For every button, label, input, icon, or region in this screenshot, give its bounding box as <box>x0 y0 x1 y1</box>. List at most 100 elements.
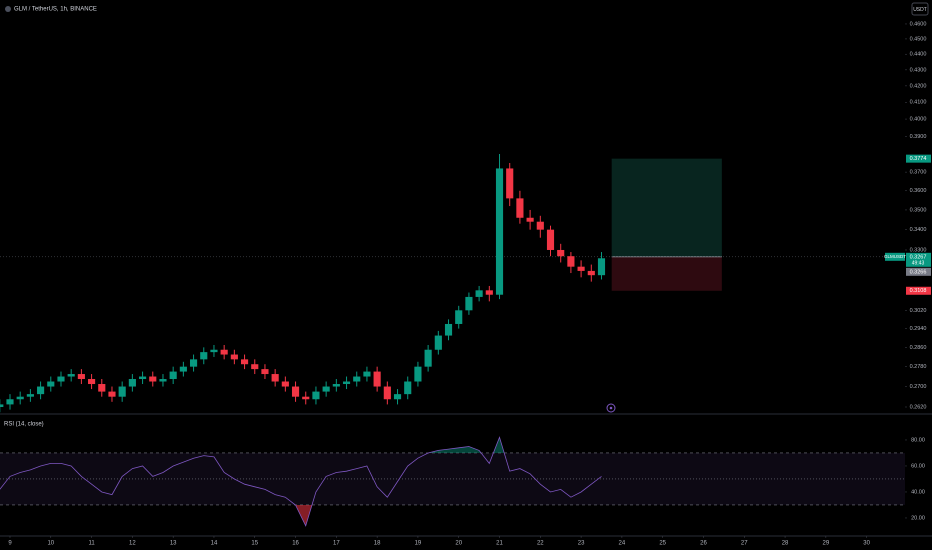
rsi-y-tick-label: 40.00 <box>911 489 925 495</box>
candle-body <box>98 384 106 392</box>
candle-body <box>587 270 595 276</box>
candle-body <box>465 296 473 311</box>
candle-body <box>577 266 585 271</box>
rsi-line <box>0 436 602 527</box>
candle-body <box>322 386 330 392</box>
candle-body <box>546 229 555 250</box>
y-tick-label: 0.2620 <box>910 404 927 410</box>
candle-body <box>495 168 504 295</box>
candle-body <box>302 396 310 400</box>
currency-button[interactable] <box>911 2 929 16</box>
candle-body <box>67 374 75 377</box>
y-tick-label: 0.2940 <box>910 326 927 332</box>
x-tick-label: 27 <box>741 541 748 547</box>
y-tick-label: 0.2700 <box>910 384 927 390</box>
candle-body <box>404 381 412 395</box>
candle-body <box>363 371 371 377</box>
candle-body <box>6 399 14 405</box>
candle-body <box>88 379 96 385</box>
candle-body <box>455 310 463 324</box>
candle-body <box>414 366 422 382</box>
candle-body <box>179 366 187 372</box>
stop-zone <box>611 256 722 291</box>
candle-body <box>149 376 157 382</box>
x-tick-label: 9 <box>8 541 12 547</box>
x-tick-label: 20 <box>455 541 462 547</box>
oversold-fill <box>295 504 312 526</box>
y-tick-label: 0.4400 <box>910 52 927 58</box>
candle-body <box>16 396 24 400</box>
last-price-tag-bg <box>906 252 931 267</box>
event-icon[interactable] <box>606 403 616 413</box>
candle-body <box>281 381 289 387</box>
rsi-y-tick-label: 60.00 <box>911 463 925 469</box>
y-tick-label: 0.3300 <box>910 247 927 253</box>
x-tick-label: 26 <box>700 541 707 547</box>
y-tick-label: 0.4600 <box>910 21 927 27</box>
x-tick-label: 17 <box>333 541 340 547</box>
candle-body <box>210 349 218 353</box>
candle-body <box>139 376 147 380</box>
candle-body <box>332 384 340 387</box>
x-tick-label: 30 <box>863 541 870 547</box>
x-tick-label: 25 <box>659 541 666 547</box>
x-tick-label: 22 <box>537 541 544 547</box>
y-tick-label: 0.2780 <box>910 364 927 370</box>
candle-body <box>444 323 453 336</box>
y-tick-label: 0.3500 <box>910 207 927 213</box>
candle-body <box>485 290 493 295</box>
candle-body <box>557 249 565 257</box>
candle-body <box>169 371 177 380</box>
candle-body <box>373 371 381 387</box>
candle-body <box>516 198 524 218</box>
candle-body <box>424 349 432 367</box>
x-tick-label: 16 <box>292 541 299 547</box>
symbol-tag-bg <box>885 252 905 261</box>
last-price-tag: 0.3267 <box>910 254 927 260</box>
currency-label: USDT <box>913 7 927 13</box>
rsi-y-tick-label: 80.00 <box>911 437 925 443</box>
stop-tag: 0.3108 <box>910 288 927 294</box>
y-tick-label: 0.3700 <box>910 170 927 176</box>
y-tick-label: 0.3020 <box>910 308 927 314</box>
candle-body <box>108 391 116 397</box>
candle-body <box>271 374 279 382</box>
candle-body <box>353 376 361 382</box>
candle-body <box>77 374 85 380</box>
y-tick-label: 0.3400 <box>910 227 927 233</box>
x-tick-label: 24 <box>619 541 626 547</box>
candle-body <box>506 168 514 199</box>
candle-body <box>189 359 198 367</box>
x-tick-label: 28 <box>782 541 789 547</box>
stop-tag-bg <box>906 286 931 295</box>
candle-body <box>393 394 402 400</box>
candle-body <box>526 217 534 222</box>
candle-body <box>118 386 126 397</box>
candle-body <box>230 354 238 360</box>
y-tick-label: 0.4000 <box>910 117 927 123</box>
symbol-tag: GLMUSDT <box>884 254 906 259</box>
y-tick-label: 0.4300 <box>910 67 927 73</box>
y-tick-label: 0.4100 <box>910 100 927 106</box>
candle-body <box>536 221 544 230</box>
candle-body <box>159 379 167 382</box>
candle-body <box>312 391 320 400</box>
rsi-title: RSI (14, close) <box>4 422 44 428</box>
candle-body <box>342 381 351 385</box>
candle-body <box>57 376 65 382</box>
y-tick-label: 0.2860 <box>910 345 927 351</box>
y-tick-label: 0.4200 <box>910 83 927 89</box>
candle-body <box>26 394 34 397</box>
x-tick-label: 23 <box>578 541 585 547</box>
candle-body <box>47 381 55 387</box>
x-tick-label: 10 <box>47 541 54 547</box>
candle-body <box>0 404 4 407</box>
x-tick-label: 18 <box>374 541 381 547</box>
candle-body <box>220 349 228 355</box>
target-tag: 0.3774 <box>910 156 927 162</box>
candle-body <box>383 386 391 400</box>
candle-body <box>251 364 259 370</box>
